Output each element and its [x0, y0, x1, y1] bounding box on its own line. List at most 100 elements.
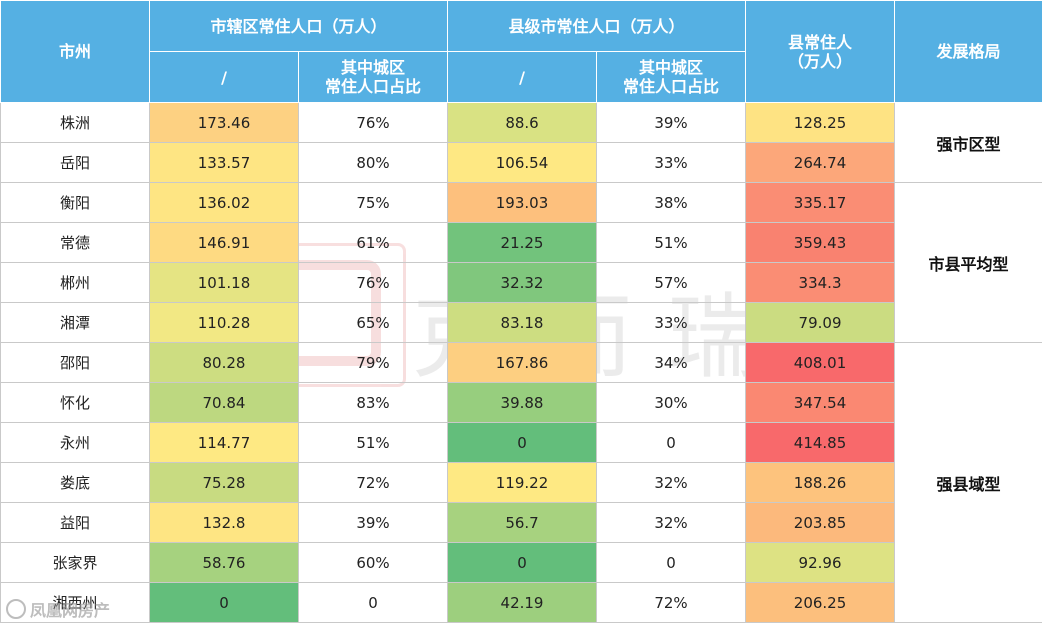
cell-city: 益阳	[0, 502, 150, 543]
cell-county-pop: 264.74	[745, 142, 896, 183]
cell-county-pop: 79.09	[745, 302, 896, 343]
cell-district-pop: 70.84	[149, 382, 299, 423]
table-row: 益阳 132.8 39% 56.7 32% 203.85	[0, 502, 1042, 543]
cell-district-ratio: 72%	[297, 462, 449, 503]
cell-county-city-ratio: 0	[596, 422, 747, 463]
cell-county-city-pop: 0	[447, 422, 598, 463]
cell-county-pop: 334.3	[745, 262, 896, 303]
cell-county-city-ratio: 39%	[596, 102, 747, 143]
cell-district-pop: 136.02	[149, 182, 299, 223]
table-row: 娄底 75.28 72% 119.22 32% 188.26	[0, 462, 1042, 503]
cell-city: 怀化	[0, 382, 150, 423]
cell-city: 邵阳	[0, 342, 150, 383]
cell-district-ratio: 60%	[297, 542, 449, 583]
cell-city: 株洲	[0, 102, 150, 143]
header-pattern: 发展格局	[894, 0, 1042, 103]
cell-county-city-pop: 83.18	[447, 302, 598, 343]
cell-county-city-pop: 193.03	[447, 182, 598, 223]
cell-county-city-pop: 32.32	[447, 262, 598, 303]
cell-county-city-pop: 21.25	[447, 222, 598, 263]
cell-county-pop: 414.85	[745, 422, 896, 463]
header-county-city-ratio: 其中城区 常住人口占比	[596, 51, 747, 103]
cell-county-city-pop: 88.6	[447, 102, 598, 143]
cell-county-pop: 206.25	[745, 582, 896, 623]
cell-district-pop: 173.46	[149, 102, 299, 143]
cell-county-pop: 203.85	[745, 502, 896, 543]
cell-county-city-ratio: 57%	[596, 262, 747, 303]
cell-district-ratio: 65%	[297, 302, 449, 343]
cell-district-pop: 101.18	[149, 262, 299, 303]
cell-county-city-ratio: 30%	[596, 382, 747, 423]
cell-city: 娄底	[0, 462, 150, 503]
cell-county-city-ratio: 72%	[596, 582, 747, 623]
cell-city: 张家界	[0, 542, 150, 583]
cell-district-ratio: 39%	[297, 502, 449, 543]
cell-county-city-pop: 167.86	[447, 342, 598, 383]
table-row: 张家界 58.76 60% 0 0 92.96	[0, 542, 1042, 583]
cell-county-pop: 347.54	[745, 382, 896, 423]
cell-county-pop: 92.96	[745, 542, 896, 583]
cell-county-pop: 335.17	[745, 182, 896, 223]
cell-county-city-ratio: 32%	[596, 462, 747, 503]
cell-county-city-ratio: 0	[596, 542, 747, 583]
cell-county-pop: 128.25	[745, 102, 896, 143]
cell-county-city-pop: 56.7	[447, 502, 598, 543]
table-row: 永州 114.77 51% 0 0 414.85	[0, 422, 1042, 463]
cell-district-ratio: 80%	[297, 142, 449, 183]
footer-logo-text: 凤凰网房产	[30, 601, 111, 620]
cell-district-pop: 132.8	[149, 502, 299, 543]
cell-city: 岳阳	[0, 142, 150, 183]
cell-district-pop: 133.57	[149, 142, 299, 183]
cell-city: 郴州	[0, 262, 150, 303]
table-row: 株洲 173.46 76% 88.6 39% 128.25 强市区型	[0, 102, 1042, 183]
cell-county-city-ratio: 33%	[596, 302, 747, 343]
header-district-ratio: 其中城区 常住人口占比	[297, 51, 449, 103]
header-city: 市州	[0, 0, 150, 103]
cell-county-city-pop: 42.19	[447, 582, 598, 623]
cell-county-city-pop: 0	[447, 542, 598, 583]
footer-logo: 凤凰网房产	[6, 596, 110, 622]
cell-city: 常德	[0, 222, 150, 263]
cell-district-ratio: 83%	[297, 382, 449, 423]
cell-district-ratio: 79%	[297, 342, 449, 383]
cell-county-city-ratio: 51%	[596, 222, 747, 263]
cell-city: 湘潭	[0, 302, 150, 343]
table-row: 邵阳 80.28 79% 167.86 34% 408.01 强县域型	[0, 342, 1042, 623]
cell-county-city-pop: 39.88	[447, 382, 598, 423]
cell-district-ratio: 51%	[297, 422, 449, 463]
phoenix-logo-icon	[6, 599, 26, 619]
cell-city: 湘西州	[0, 582, 150, 623]
cell-district-pop: 110.28	[149, 302, 299, 343]
cell-county-city-pop: 106.54	[447, 142, 598, 183]
table-row: 湘潭 110.28 65% 83.18 33% 79.09	[0, 302, 1042, 343]
header-county-pop: 县常住人 （万人）	[745, 0, 896, 103]
header-district-total: /	[149, 51, 299, 103]
cell-district-ratio: 75%	[297, 182, 449, 223]
cell-district-ratio: 76%	[297, 102, 449, 143]
header-county-city-total: /	[447, 51, 598, 103]
cell-county-pop: 188.26	[745, 462, 896, 503]
header-district-group: 市辖区常住人口（万人）	[148, 0, 449, 52]
header-county-city-group: 县级市常住人口（万人）	[447, 0, 747, 52]
table-row: 衡阳 136.02 75% 193.03 38% 335.17 市县平均型	[0, 182, 1042, 343]
cell-district-pop: 114.77	[149, 422, 299, 463]
cell-district-pop: 0	[149, 582, 299, 623]
cell-district-pop: 80.28	[149, 342, 299, 383]
header-county-pop-line2: （万人）	[788, 51, 853, 71]
header-ratio-line1: 其中城区	[341, 58, 406, 77]
cell-district-pop: 146.91	[149, 222, 299, 263]
cell-county-pop: 408.01	[745, 342, 896, 383]
cell-county-city-ratio: 38%	[596, 182, 747, 223]
cell-district-ratio: 76%	[297, 262, 449, 303]
table-row: 郴州 101.18 76% 32.32 57% 334.3	[0, 262, 1042, 303]
table-row: 怀化 70.84 83% 39.88 30% 347.54	[0, 382, 1042, 423]
header-county-pop-line1: 县常住人	[788, 32, 853, 52]
cell-city: 永州	[0, 422, 150, 463]
cell-pattern-strong-county: 强县域型	[894, 342, 1042, 623]
cell-district-ratio: 61%	[297, 222, 449, 263]
cell-county-city-pop: 119.22	[447, 462, 598, 503]
cell-county-city-ratio: 33%	[596, 142, 747, 183]
cell-district-pop: 75.28	[149, 462, 299, 503]
cell-pattern-balanced: 市县平均型	[894, 182, 1042, 343]
cell-city: 衡阳	[0, 182, 150, 223]
